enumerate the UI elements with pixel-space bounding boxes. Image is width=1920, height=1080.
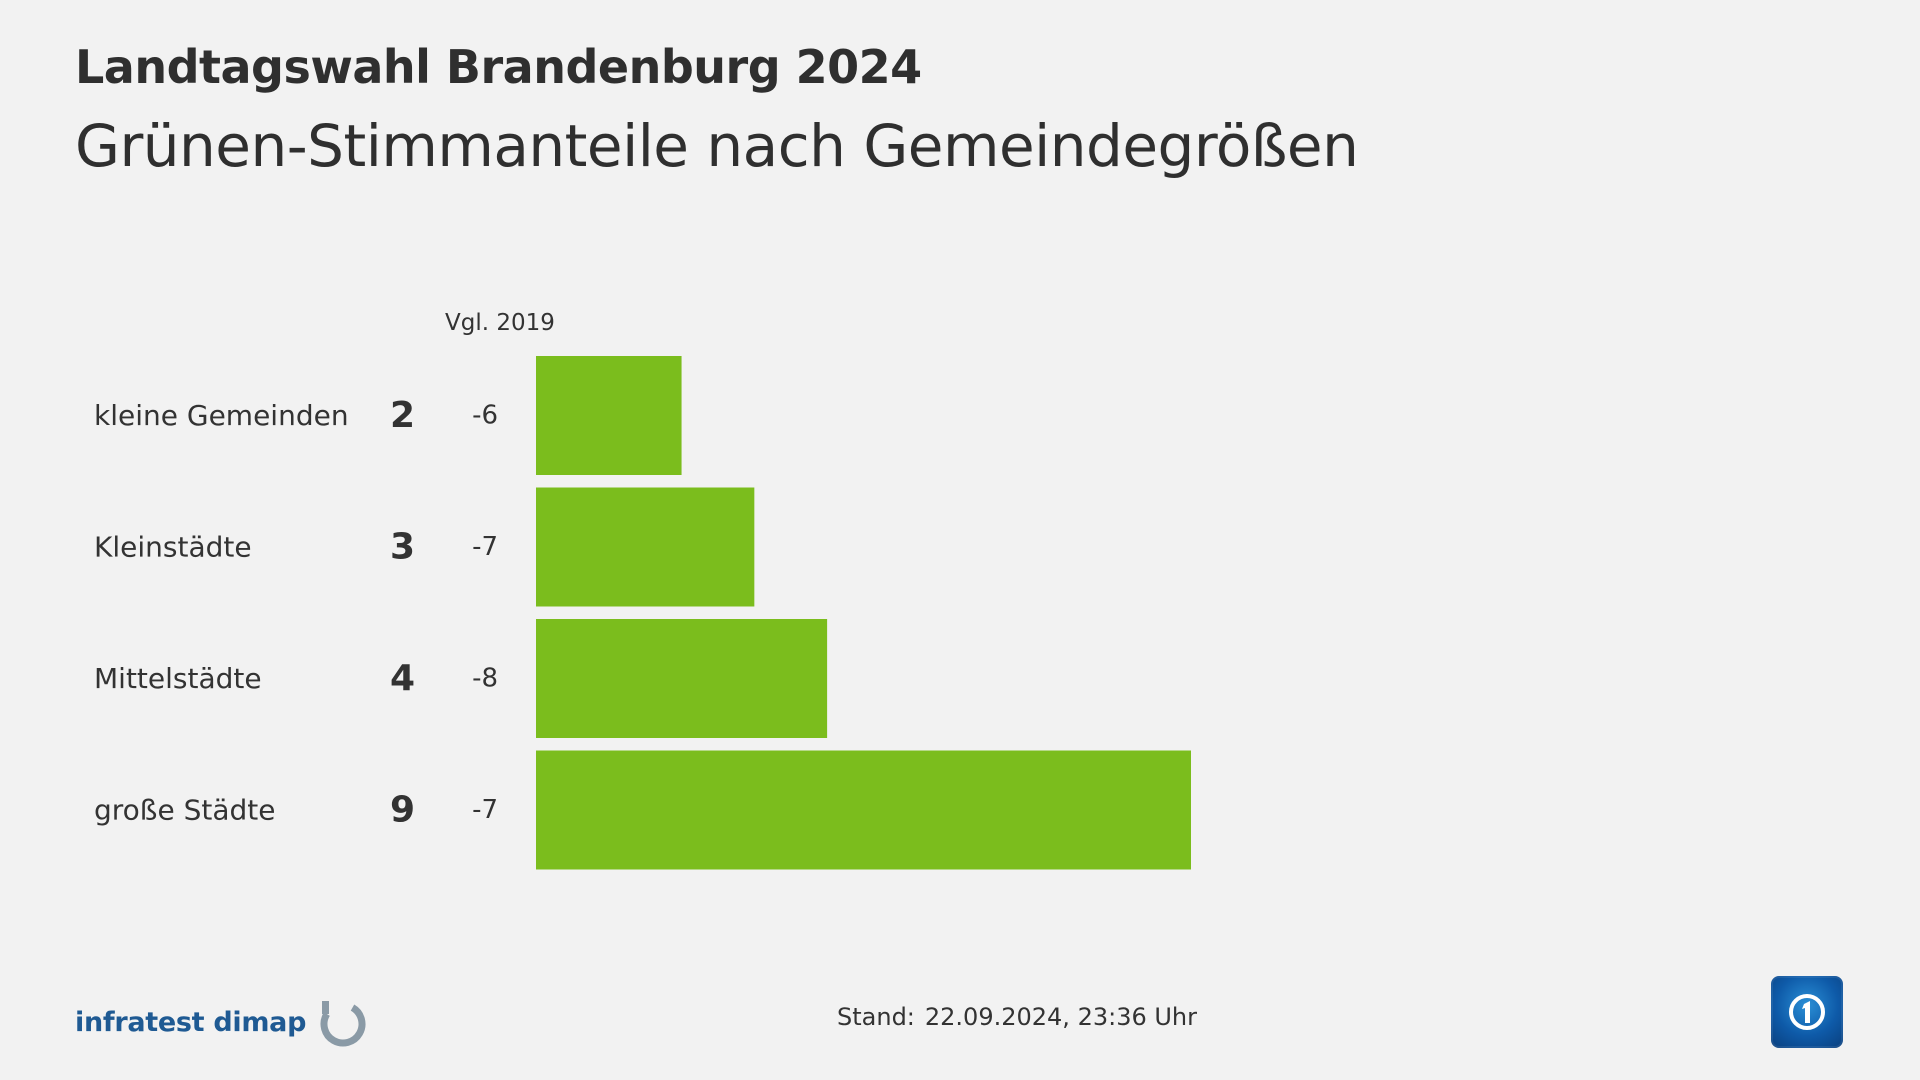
bar-0 <box>536 356 682 475</box>
category-label-3: große Städte <box>94 794 275 827</box>
comparison-header: Vgl. 2019 <box>445 310 555 336</box>
change-label-3: -7 <box>472 795 498 825</box>
infratest-dimap-logo: infratest dimap <box>75 996 368 1048</box>
brand-name: infratest dimap <box>75 1006 307 1038</box>
change-label-1: -7 <box>472 532 498 562</box>
change-label-2: -8 <box>472 664 498 694</box>
ard-logo-icon <box>1771 976 1843 1048</box>
value-label-2: 4 <box>390 658 415 699</box>
bar-3 <box>536 750 1191 870</box>
value-label-1: 3 <box>390 527 415 568</box>
value-label-3: 9 <box>390 790 415 831</box>
category-label-0: kleine Gemeinden <box>94 399 349 432</box>
category-label-2: Mittelstädte <box>94 662 262 695</box>
ard-one-icon <box>1789 994 1825 1030</box>
chart-title: Grünen-Stimmanteile nach Gemeindegrößen <box>75 112 1359 180</box>
timestamp: Stand: 22.09.2024, 23:36 Uhr <box>837 1003 1197 1031</box>
bar-1 <box>536 487 755 607</box>
infratest-dimap-logo-icon <box>320 1001 366 1047</box>
category-label-1: Kleinstädte <box>94 531 252 564</box>
stand-label: Stand: <box>837 1003 915 1031</box>
chart-supertitle: Landtagswahl Brandenburg 2024 <box>75 40 922 94</box>
stand-value: 22.09.2024, 23:36 Uhr <box>924 1003 1197 1031</box>
value-label-0: 2 <box>390 395 415 436</box>
change-label-0: -6 <box>472 401 498 431</box>
bar-2 <box>536 619 828 738</box>
